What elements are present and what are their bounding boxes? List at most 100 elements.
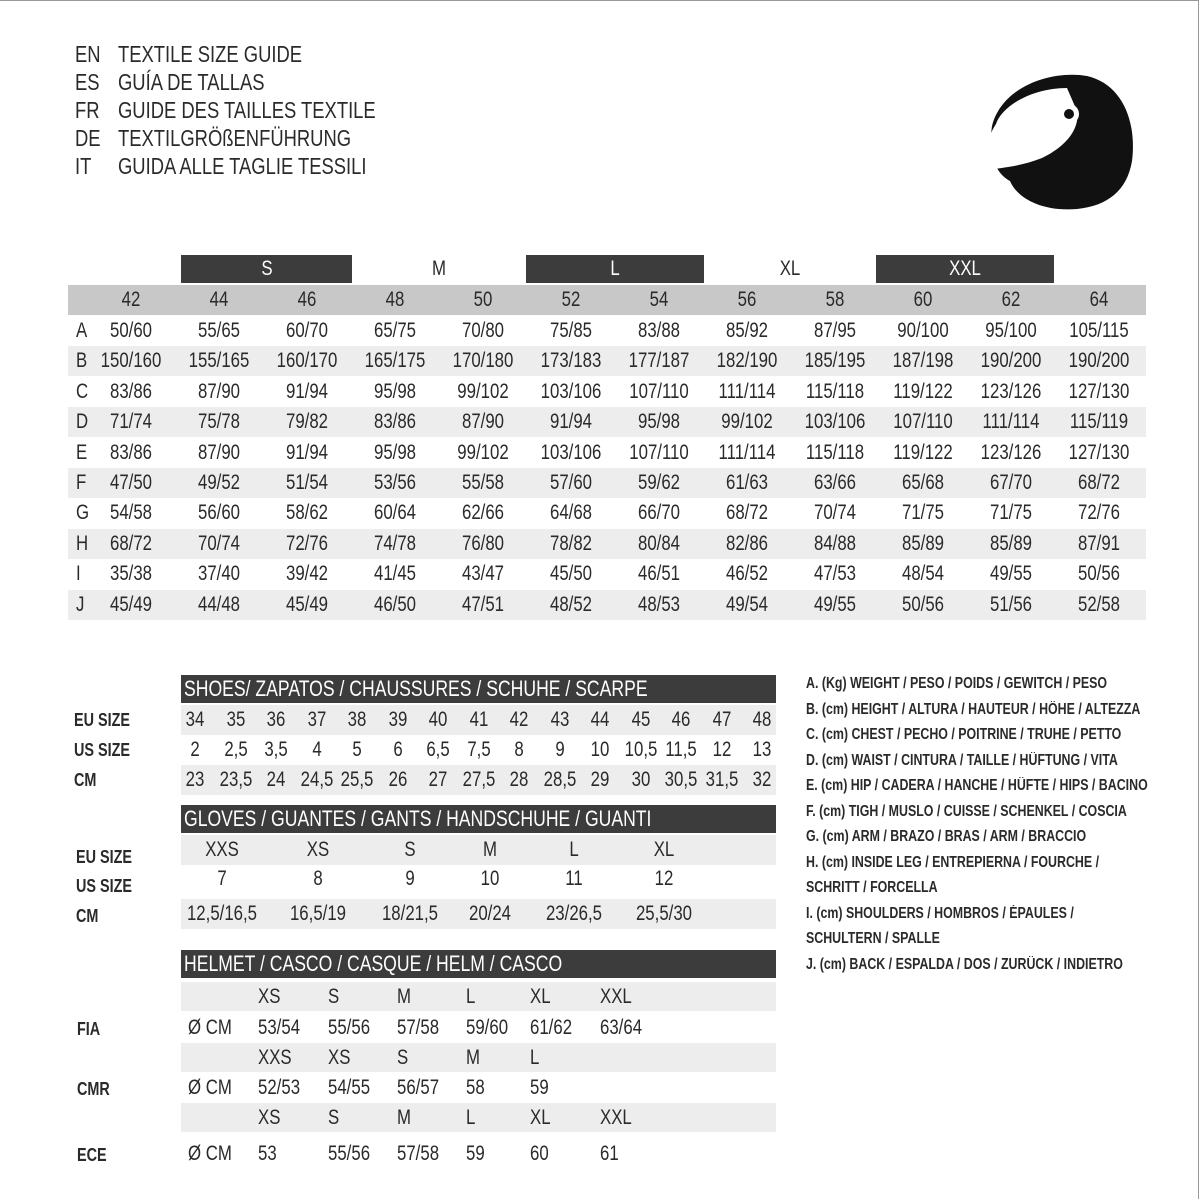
- table-cell-text: 107/110: [629, 440, 689, 464]
- table-cell-text: 177/187: [628, 349, 690, 373]
- row-label-text: I: [76, 562, 81, 586]
- table-cell: 47/51: [457, 590, 510, 620]
- table-cell: 2: [189, 735, 201, 765]
- legend-item-text: H. (cm) INSIDE LEG / ENTREPIERNA / FOURC…: [806, 853, 1100, 871]
- table-cell-text: 48/52: [549, 592, 593, 616]
- table-cell: 51/56: [985, 590, 1038, 620]
- table-cell: 18/21,5: [375, 899, 445, 929]
- table-cell-text: 71/74: [109, 410, 153, 434]
- table-cell: 35: [224, 705, 247, 735]
- table-cell-text: 119/122: [893, 440, 953, 464]
- helmet-size: XS: [328, 1043, 356, 1073]
- table-cell: 54/58: [105, 498, 158, 528]
- table-cell-text: 36: [266, 708, 286, 731]
- table-cell: 23/26,5: [539, 899, 609, 929]
- table-cell-text: 83/86: [109, 379, 153, 403]
- table-cell: 48/54: [897, 559, 950, 589]
- helmet-size: XS: [258, 982, 286, 1012]
- legend-item-text: B. (cm) HEIGHT / ALTURA / HAUTEUR / HÖHE…: [806, 700, 1141, 718]
- table-cell: 42: [507, 705, 530, 735]
- guide-title-text: GUIDA ALLE TAGLIE TESSILI: [118, 153, 367, 179]
- table-cell: 90/100: [891, 316, 955, 346]
- table-cell: 150/160: [93, 346, 169, 376]
- size-number-text: 42: [121, 288, 141, 311]
- size-group-label-text: M: [432, 257, 446, 280]
- table-cell: 45/49: [281, 590, 334, 620]
- table-cell-text: 31,5: [705, 768, 738, 791]
- table-cell-text: 51/56: [989, 592, 1033, 616]
- legend-item: A. (Kg) WEIGHT / PESO / POIDS / GEWITCH …: [806, 671, 1182, 697]
- row-label: I: [76, 559, 82, 589]
- table-cell-text: 30,5: [664, 768, 698, 791]
- table-cell-text: 16,5/19: [289, 902, 347, 925]
- table-cell: 59/62: [633, 468, 686, 498]
- table-cell-text: 105/115: [1069, 319, 1129, 342]
- row-label-text: B: [76, 349, 88, 373]
- table-cell-text: 95/98: [373, 379, 417, 403]
- table-cell-text: 55/65: [197, 319, 241, 342]
- size-number-text: 62: [1001, 288, 1021, 311]
- table-cell: 103/106: [533, 438, 609, 468]
- table-cell: 39/42: [281, 559, 334, 589]
- helmet-header: HELMET / CASCO / CASQUE / HELM / CASCO: [181, 950, 776, 978]
- table-cell: 49/55: [809, 590, 862, 620]
- table-cell: 103/106: [797, 407, 873, 437]
- table-cell: 60/64: [369, 498, 422, 528]
- size-group-label-text: XXL: [949, 257, 981, 280]
- table-cell-text: 74/78: [373, 531, 417, 555]
- table-cell-text: 28: [509, 768, 529, 791]
- table-cell-text: 53/56: [373, 471, 417, 494]
- row-label: EU SIZE: [76, 847, 146, 868]
- table-cell-text: 34: [185, 708, 205, 731]
- table-cell-text: 52/58: [1077, 592, 1121, 616]
- table-cell-text: 119/122: [893, 379, 953, 403]
- table-cell-text: 18/21,5: [381, 902, 439, 925]
- table-cell-text: 123/126: [980, 440, 1042, 464]
- table-cell: 67/70: [985, 468, 1038, 498]
- table-cell-text: 87/90: [197, 379, 241, 403]
- language-code-text: EN: [75, 41, 101, 67]
- table-cell: 11,5: [661, 735, 700, 765]
- shoes-header: SHOES/ ZAPATOS / CHAUSSURES / SCHUHE / S…: [181, 675, 776, 703]
- language-code: IT: [75, 152, 95, 180]
- guide-title-text: GUIDE DES TAILLES TEXTILE: [118, 97, 376, 123]
- table-cell-text: 24,5: [300, 768, 333, 791]
- table-cell-text: 50/56: [901, 592, 945, 616]
- table-cell-text: 12,5/16,5: [186, 902, 258, 925]
- guide-title: GUÍA DE TALLAS: [118, 68, 301, 96]
- table-cell-text: 12: [654, 867, 674, 890]
- row-label: CM: [74, 770, 102, 791]
- table-cell: 23: [183, 765, 206, 795]
- table-cell-text: 44: [590, 708, 610, 731]
- helmet-size: XL: [530, 1103, 556, 1133]
- table-cell-text: 23: [185, 768, 205, 791]
- table-cell: 16,5/19: [283, 899, 353, 929]
- helmet-value-text: 54/55: [328, 1076, 371, 1099]
- helmet-value-text: 57/58: [397, 1142, 440, 1165]
- helmet-value: 52/53: [258, 1073, 311, 1103]
- table-cell-text: 90/100: [897, 319, 949, 342]
- table-cell: 27: [426, 765, 449, 795]
- table-cell-text: 28,5: [543, 768, 576, 791]
- table-cell: 30,5: [661, 765, 702, 795]
- table-cell: 83/86: [105, 377, 158, 407]
- row-label: D: [76, 407, 91, 437]
- table-cell-text: 79/82: [285, 410, 329, 434]
- size-group-label: S: [259, 255, 273, 283]
- table-cell: 80/84: [633, 529, 686, 559]
- table-cell-text: 4: [311, 738, 322, 761]
- helmet-size-text: XS: [258, 985, 281, 1008]
- table-cell: 10: [478, 864, 501, 894]
- size-number: 42: [119, 285, 142, 315]
- table-cell: 53/56: [369, 468, 422, 498]
- table-cell: 27,5: [458, 765, 499, 795]
- table-cell: 123/126: [973, 438, 1049, 468]
- helmet-size-text: XL: [530, 985, 551, 1008]
- table-cell-text: 68/72: [725, 501, 769, 525]
- table-cell-text: 91/94: [549, 410, 593, 434]
- helmet-size-text: S: [328, 1106, 340, 1129]
- table-cell: 57/60: [545, 468, 598, 498]
- table-cell-text: 37/40: [197, 562, 241, 586]
- size-group-L: L: [526, 255, 704, 283]
- helmet-value-text: 55/56: [328, 1142, 371, 1165]
